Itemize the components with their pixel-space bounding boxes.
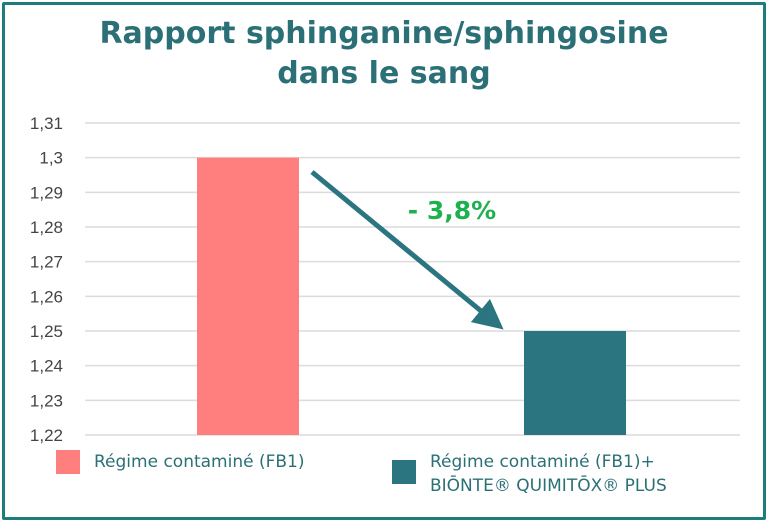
y-tick-label: 1,23 <box>30 391 63 410</box>
change-annotation: - 3,8% <box>408 196 496 225</box>
y-tick-label: 1,24 <box>30 357 63 376</box>
y-tick-label: 1,3 <box>39 149 63 168</box>
y-tick-label: 1,25 <box>30 322 63 341</box>
y-tick-label: 1,28 <box>30 218 63 237</box>
y-tick-label: 1,27 <box>30 253 63 272</box>
bar-1 <box>197 157 299 435</box>
legend-swatch <box>392 460 416 484</box>
legend-label: Régime contaminé (FB1) <box>94 452 305 472</box>
y-tick-label: 1,22 <box>30 426 63 445</box>
bar-2 <box>524 331 626 435</box>
legend-label-line-1: Régime contaminé (FB1)+ <box>430 452 655 472</box>
title-line-1: Rapport sphinganine/sphingosine <box>99 16 669 51</box>
title-line-2: dans le sang <box>277 56 491 91</box>
y-tick-label: 1,31 <box>30 114 63 133</box>
legend-swatch <box>56 450 80 474</box>
y-tick-label: 1,29 <box>30 183 63 202</box>
legend-item-contaminated: Régime contaminé (FB1) <box>56 450 305 474</box>
y-tick-label: 1,26 <box>30 287 63 306</box>
legend-item-quimitox: Régime contaminé (FB1)+ BIŌNTE® QUIMITŌX… <box>392 450 667 498</box>
chart-title: Rapport sphinganine/sphingosine dans le … <box>0 14 768 94</box>
decrease-arrow <box>310 170 504 330</box>
legend-label-line-2: BIŌNTE® QUIMITŌX® PLUS <box>430 476 667 496</box>
